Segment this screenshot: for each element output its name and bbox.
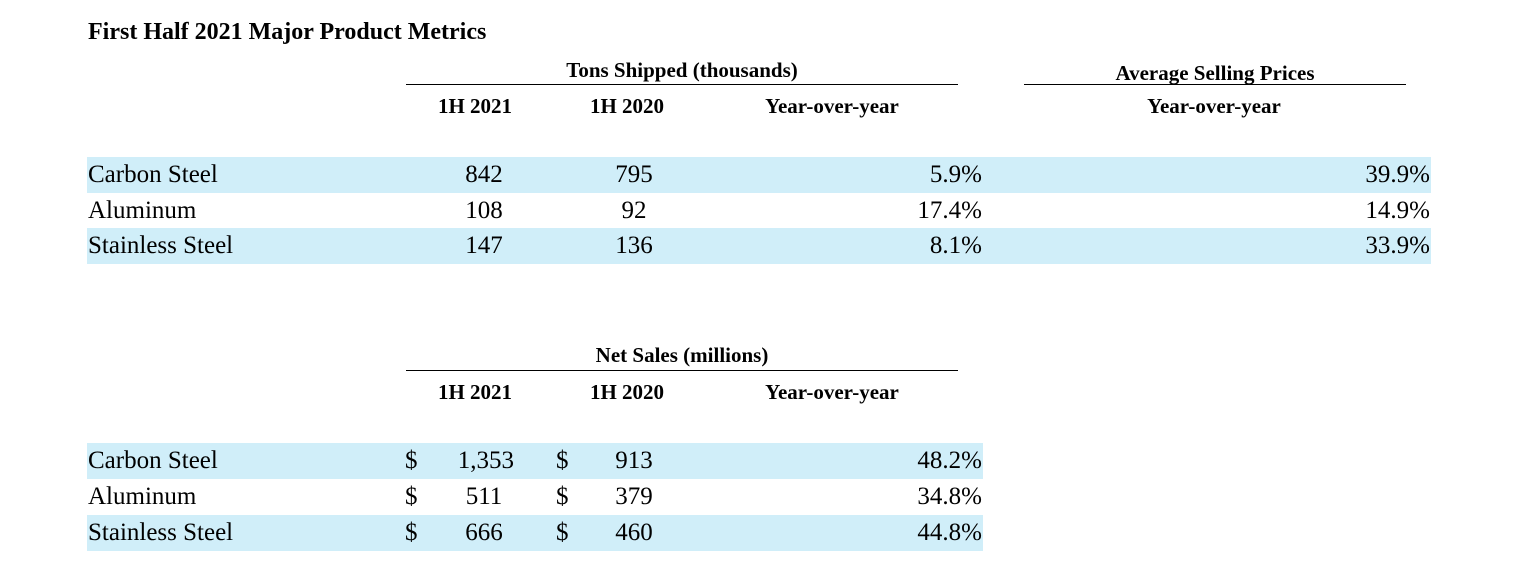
net-sales-value-yoy: 48.2% (917, 447, 982, 474)
asp-value-yoy: 33.9% (1365, 232, 1430, 259)
tons-row-label: Stainless Steel (88, 232, 234, 259)
tons-shipped-group-header: Tons Shipped (thousands) (566, 58, 798, 82)
tons-value-yoy: 5.9% (929, 161, 982, 188)
asp-header-rule (1024, 84, 1406, 85)
tons-value-1h2020: 92 (621, 197, 647, 224)
tons-value-yoy: 17.4% (917, 197, 982, 224)
net-sales-value-yoy: 34.8% (917, 483, 982, 510)
asp-group-header: Average Selling Prices (1115, 61, 1315, 85)
tons-value-yoy: 8.1% (929, 232, 982, 259)
currency-symbol: $ (556, 519, 569, 546)
currency-symbol: $ (405, 483, 418, 510)
tons-row-label: Carbon Steel (88, 161, 218, 188)
net-sales-value-yoy: 44.8% (917, 519, 982, 546)
net-sales-row-label: Carbon Steel (88, 447, 218, 474)
net-sales-group-header: Net Sales (millions) (595, 343, 769, 367)
net-sales-value-1h2021: 666 (465, 519, 503, 546)
tons-col-header-1h2021: 1H 2021 (437, 94, 513, 118)
tons-value-1h2020: 136 (615, 232, 653, 259)
tons-shipped-header-rule (406, 84, 958, 85)
tons-value-1h2021: 147 (465, 232, 503, 259)
net-sales-value-1h2020: 379 (615, 483, 653, 510)
tons-row-label: Aluminum (88, 197, 197, 224)
net-sales-col-header-1h2020: 1H 2020 (589, 380, 665, 404)
tons-value-1h2021: 842 (465, 161, 503, 188)
asp-value-yoy: 39.9% (1365, 161, 1430, 188)
net-sales-row-label: Aluminum (88, 483, 197, 510)
net-sales-header-rule (406, 370, 958, 371)
asp-value-yoy: 14.9% (1365, 197, 1430, 224)
tons-value-1h2021: 108 (465, 197, 503, 224)
net-sales-value-1h2021: 511 (465, 483, 503, 510)
table-row (87, 193, 1431, 229)
net-sales-value-1h2020: 913 (615, 447, 653, 474)
net-sales-col-header-yoy: Year-over-year (765, 380, 899, 404)
currency-symbol: $ (556, 447, 569, 474)
currency-symbol: $ (405, 447, 418, 474)
table-row (87, 228, 1431, 264)
net-sales-value-1h2021: 1,353 (457, 447, 514, 474)
net-sales-value-1h2020: 460 (615, 519, 653, 546)
net-sales-row-label: Stainless Steel (88, 519, 234, 546)
tons-value-1h2020: 795 (615, 161, 653, 188)
table-row (87, 443, 983, 479)
table-row (87, 157, 1431, 193)
tons-col-header-1h2020: 1H 2020 (589, 94, 665, 118)
currency-symbol: $ (556, 483, 569, 510)
table-row (87, 515, 983, 551)
currency-symbol: $ (405, 519, 418, 546)
asp-col-header-yoy: Year-over-year (1147, 94, 1281, 118)
net-sales-col-header-1h2021: 1H 2021 (437, 380, 513, 404)
page-title: First Half 2021 Major Product Metrics (88, 19, 487, 45)
tons-col-header-yoy: Year-over-year (765, 94, 899, 118)
